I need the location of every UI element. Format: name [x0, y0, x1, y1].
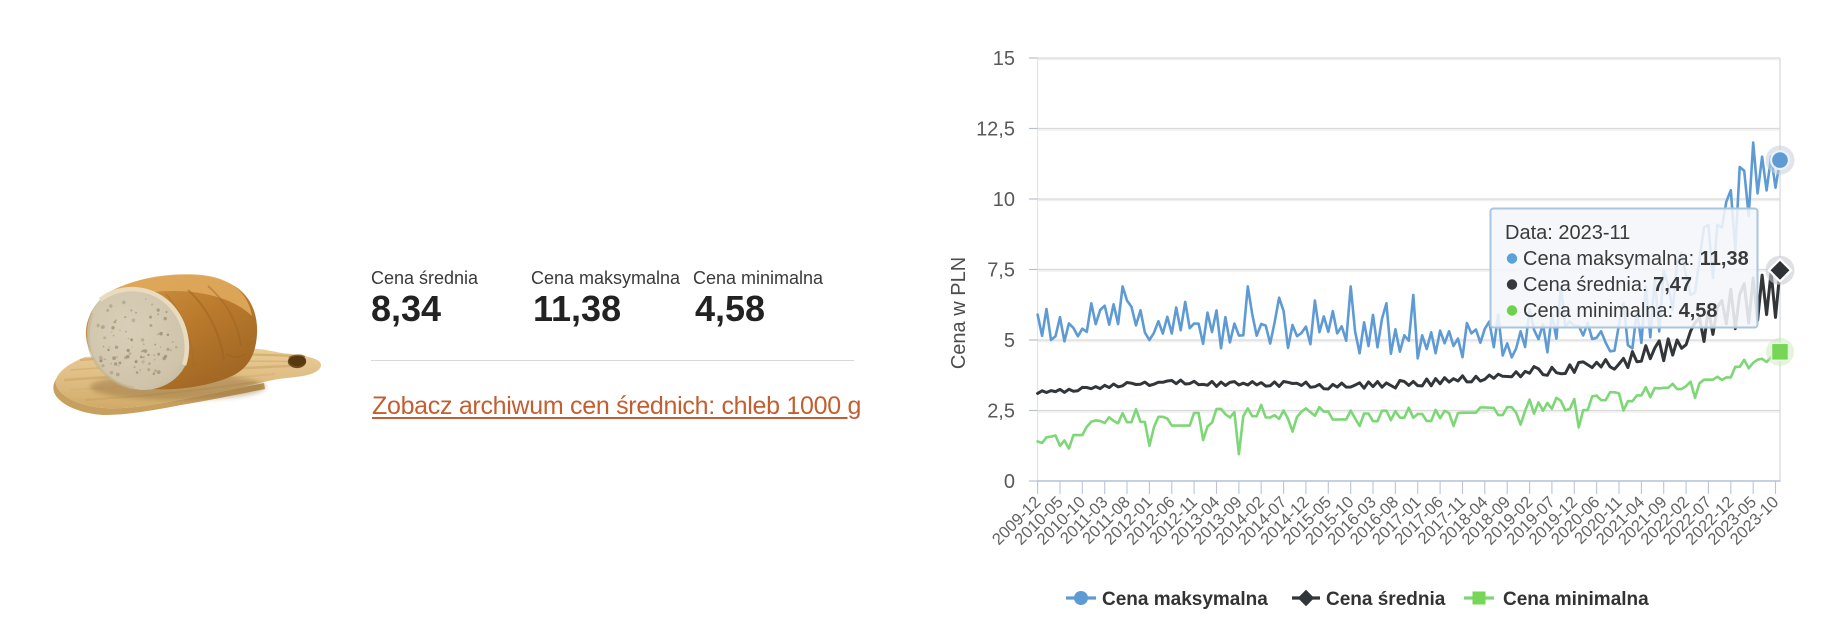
svg-text:15: 15 [993, 48, 1015, 70]
svg-text:7,5: 7,5 [987, 260, 1015, 282]
svg-text:Cena średnia: 7,47: Cena średnia: 7,47 [1523, 274, 1692, 296]
svg-text:12,5: 12,5 [976, 119, 1015, 141]
svg-text:Cena maksymalna: Cena maksymalna [1102, 589, 1268, 610]
svg-text:Cena minimalna: Cena minimalna [1503, 589, 1649, 610]
svg-text:Cena średnia: Cena średnia [1326, 589, 1446, 610]
svg-text:10: 10 [993, 189, 1015, 211]
svg-text:5: 5 [1004, 330, 1015, 352]
svg-text:Cena minimalna: 4,58: Cena minimalna: 4,58 [1523, 300, 1718, 322]
svg-text:Cena w PLN: Cena w PLN [948, 257, 970, 369]
svg-text:Cena maksymalna: 11,38: Cena maksymalna: 11,38 [1523, 248, 1749, 270]
svg-text:0: 0 [1004, 471, 1015, 493]
svg-text:2,5: 2,5 [987, 401, 1015, 423]
svg-text:Data: 2023-11: Data: 2023-11 [1505, 222, 1630, 244]
